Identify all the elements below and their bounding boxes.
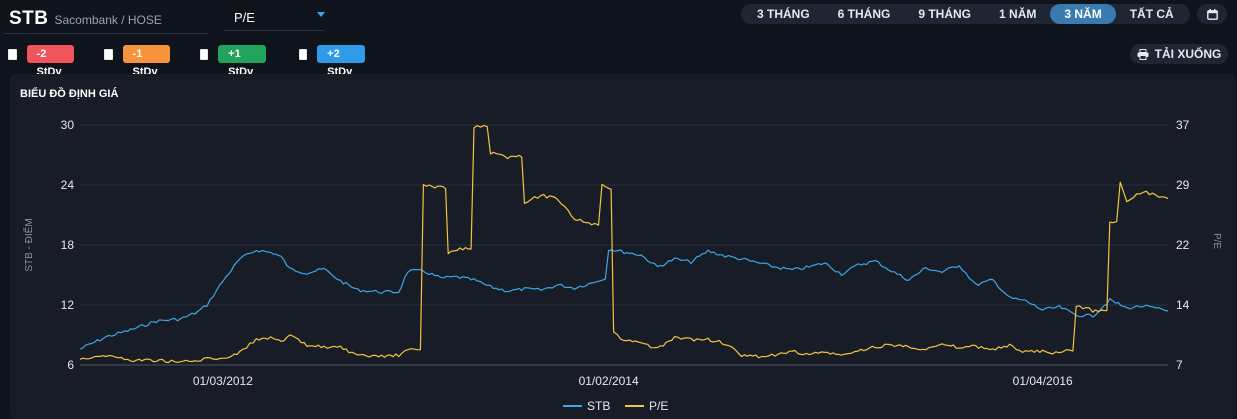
series-line-stb <box>79 249 1169 350</box>
download-label: TẢI XUỐNG <box>1154 47 1222 61</box>
metric-dropdown-value: P/E <box>234 10 255 25</box>
range-tab-3-months[interactable]: 3 THÁNG <box>757 7 810 21</box>
range-tab-all[interactable]: TẤT CẢ <box>1129 7 1174 21</box>
stdv-minus-1-checkbox[interactable] <box>104 48 113 60</box>
legend-label-stb: STB <box>587 399 610 413</box>
ticker-underline <box>4 33 208 34</box>
stdv-plus-2-checkbox[interactable] <box>299 48 308 60</box>
y-left-tick-label: 18 <box>61 238 75 252</box>
y-left-tick-label: 30 <box>61 118 75 132</box>
x-tick-label: 01/03/2012 <box>193 374 253 388</box>
x-tick-label: 01/02/2014 <box>579 374 639 388</box>
y-right-tick-label: 22 <box>1176 238 1190 252</box>
y-right-axis-title: P/E <box>1211 233 1222 249</box>
calendar-button[interactable] <box>1197 4 1227 24</box>
y-left-tick-label: 12 <box>61 298 75 312</box>
x-tick-label: 01/04/2016 <box>1013 374 1073 388</box>
ticker-selector[interactable]: STB Sacombank / HOSE <box>9 8 162 30</box>
stdv-plus-1-checkbox[interactable] <box>200 48 209 60</box>
y-left-axis-title: STB - ĐIỂM <box>22 218 35 271</box>
top-bar: STB Sacombank / HOSE P/E 3 THÁNG 6 THÁNG… <box>0 0 1237 40</box>
y-right-tick-label: 37 <box>1176 118 1190 132</box>
range-tab-6-months[interactable]: 6 THÁNG <box>837 7 891 21</box>
range-tab-9-months[interactable]: 9 THÁNG <box>918 7 972 21</box>
panel-title: BIỂU ĐỒ ĐỊNH GIÁ <box>20 88 119 100</box>
time-range-tabs: 3 THÁNG 6 THÁNG 9 THÁNG 1 NĂM 3 NĂM TẤT … <box>741 4 1190 24</box>
range-tab-3-years[interactable]: 3 NĂM <box>1050 4 1116 24</box>
valuation-chart-panel: BIỂU ĐỒ ĐỊNH GIÁ <box>10 74 1236 419</box>
ticker-code: STB <box>9 8 49 29</box>
printer-icon <box>1137 48 1149 60</box>
y-left-tick-label: 24 <box>61 178 75 192</box>
caret-down-icon <box>317 12 325 17</box>
y-left-tick-label: 6 <box>67 358 74 372</box>
ticker-exchange: Sacombank / HOSE <box>54 13 162 27</box>
calendar-icon <box>1206 8 1218 20</box>
y-right-tick-label: 7 <box>1176 358 1183 372</box>
series-line-pe <box>79 124 1169 364</box>
legend-label-pe: P/E <box>649 399 668 413</box>
stdv-minus-2-checkbox[interactable] <box>8 48 17 60</box>
y-right-tick-label: 29 <box>1176 178 1190 192</box>
metric-dropdown[interactable]: P/E <box>224 4 325 31</box>
y-right-tick-label: 14 <box>1176 298 1190 312</box>
download-button[interactable]: TẢI XUỐNG <box>1130 44 1228 64</box>
range-tab-1-year[interactable]: 1 NĂM <box>999 7 1037 21</box>
